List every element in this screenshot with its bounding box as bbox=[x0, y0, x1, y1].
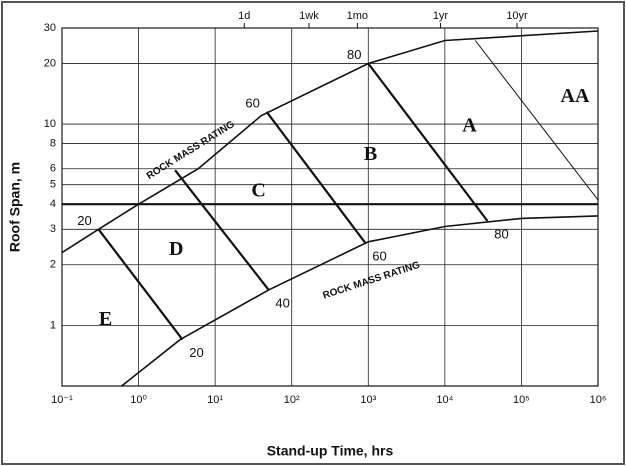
x-tick-label: 10⁵ bbox=[513, 394, 530, 406]
rmr-label: 40 bbox=[275, 295, 289, 310]
region-label: B bbox=[364, 143, 377, 165]
top-tick-label: 1mo bbox=[347, 10, 368, 22]
y-tick-label: 5 bbox=[50, 179, 56, 191]
y-tick-label: 2 bbox=[50, 259, 56, 271]
x-tick-label: 10⁴ bbox=[436, 394, 453, 406]
x-tick-label: 10³ bbox=[360, 394, 376, 406]
y-tick-label: 10 bbox=[44, 118, 56, 130]
y-axis-label: Roof Span, m bbox=[7, 162, 23, 252]
x-tick-label: 10² bbox=[284, 394, 300, 406]
rmr-line bbox=[367, 62, 489, 222]
region-label: E bbox=[99, 308, 112, 330]
region-label: A bbox=[462, 114, 477, 136]
rmr-label: 80 bbox=[494, 226, 508, 241]
rmr-label: 80 bbox=[347, 47, 361, 62]
rmr-line bbox=[265, 111, 367, 244]
rmr-label: 20 bbox=[189, 345, 203, 360]
y-tick-label: 30 bbox=[44, 22, 56, 34]
rmr-line bbox=[174, 169, 270, 291]
envelope-curve bbox=[61, 30, 599, 254]
rmr-label: 60 bbox=[245, 95, 259, 110]
y-tick-label: 4 bbox=[50, 198, 56, 210]
rmr-line bbox=[97, 228, 184, 341]
rmr-label: 60 bbox=[372, 249, 386, 264]
top-tick-label: 10yr bbox=[506, 10, 528, 22]
annotation: ROCK MASS RATING bbox=[322, 260, 422, 302]
region-label: C bbox=[251, 180, 265, 202]
x-tick-label: 10¹ bbox=[207, 394, 223, 406]
region-label: AA bbox=[561, 85, 590, 107]
region-label: D bbox=[169, 238, 183, 260]
y-tick-label: 1 bbox=[50, 319, 56, 331]
rmr-line bbox=[474, 40, 599, 201]
x-tick-label: 10⁻¹ bbox=[51, 394, 73, 406]
x-tick-label: 10⁰ bbox=[130, 394, 147, 406]
envelope-curve bbox=[121, 215, 599, 387]
top-tick-label: 1wk bbox=[299, 10, 319, 22]
rmr-label: 20 bbox=[77, 213, 91, 228]
y-tick-label: 3 bbox=[50, 223, 56, 235]
top-tick-label: 1yr bbox=[433, 10, 449, 22]
y-tick-label: 6 bbox=[50, 163, 56, 175]
top-tick-label: 1d bbox=[238, 10, 250, 22]
y-tick-label: 20 bbox=[44, 57, 56, 69]
x-axis-label: Stand-up Time, hrs bbox=[267, 443, 394, 459]
x-tick-label: 10⁶ bbox=[590, 394, 607, 406]
y-tick-label: 8 bbox=[50, 137, 56, 149]
